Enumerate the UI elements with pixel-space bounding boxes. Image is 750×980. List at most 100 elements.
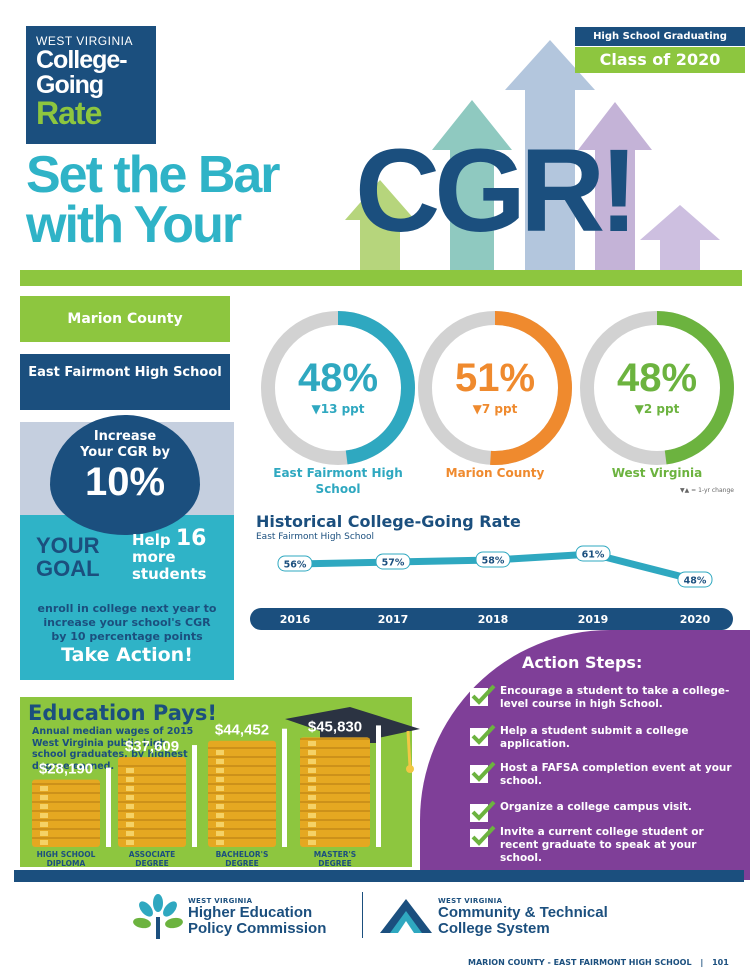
history-value-label: 58%: [482, 556, 505, 567]
help-students-text: Help 16 more students: [132, 528, 207, 583]
action-steps-title: Action Steps:: [522, 653, 643, 672]
ctcs-name: WEST VIRGINIA Community & Technical Coll…: [438, 897, 608, 937]
degree-label: DEGREE: [225, 859, 259, 868]
logo-rate: Rate: [36, 95, 102, 131]
history-tick-label: 2017: [378, 613, 409, 626]
ctcs-line1: Community & Technical: [438, 904, 608, 921]
wage-marker: [106, 767, 111, 847]
decorative-arrows: [345, 40, 720, 275]
ring-school-change: ▼13 ppt: [311, 402, 365, 416]
ring-school-gauge: [261, 311, 415, 465]
degree-label: DEGREE: [318, 859, 352, 868]
degree-label: DIPLOMA: [47, 859, 86, 868]
action-step-text: Organize a college campus visit.: [500, 801, 692, 813]
ring-arc: [418, 311, 572, 465]
ring-arc: [261, 311, 415, 465]
history-tick-label: 2016: [280, 613, 311, 626]
action-step-text: Help a student submit a college applicat…: [500, 725, 689, 750]
hepc-logo-icon: [133, 894, 183, 939]
history-point: [277, 555, 313, 572]
history-tick-label: 2018: [478, 613, 509, 626]
ring-county: 51% ▼7 ppt: [415, 308, 575, 468]
coin-stack: [32, 767, 111, 847]
history-point: [677, 571, 713, 588]
your-goal-label: YOUR GOAL: [36, 534, 100, 580]
page-label: MARION COUNTY - EAST FAIRMONT HIGH SCHOO…: [468, 958, 692, 967]
history-value-label: 57%: [382, 558, 405, 569]
education-subtitle: Annual median wages of 2015 West Virgini…: [32, 726, 194, 772]
divider-bar: [20, 270, 742, 286]
school-label: East Fairmont High School: [20, 354, 230, 410]
ring-county-name: Marion County: [445, 466, 545, 480]
goal-box: [20, 515, 234, 680]
education-title: Education Pays!: [28, 701, 217, 725]
page-footer: MARION COUNTY - EAST FAIRMONT HIGH SCHOO…: [468, 958, 729, 967]
headline: Set the Bar with Your: [26, 146, 281, 254]
hepc-line2: Policy Commission: [188, 920, 327, 937]
history-point: [375, 553, 411, 570]
coin-stack: [118, 745, 197, 847]
logo-college: College-: [36, 46, 128, 74]
check-icon: [470, 684, 496, 706]
hepc-name: WEST VIRGINIA Higher Education Policy Co…: [188, 897, 326, 937]
headline-line2: with Your: [26, 196, 242, 254]
ring-school: 48% ▼13 ppt: [258, 308, 418, 468]
ring-county-change: ▼7 ppt: [472, 402, 518, 416]
check-icon: [470, 800, 496, 822]
check-icon: [470, 761, 496, 783]
history-value-label: 56%: [284, 560, 307, 571]
cgr-logo: WEST VIRGINIA College- Going Rate: [26, 26, 156, 144]
logo-state: WEST VIRGINIA: [36, 34, 133, 48]
class-year-label: Class of 2020: [575, 47, 745, 73]
help-students: students: [132, 565, 207, 583]
ring-state-pct: 48%: [616, 356, 698, 400]
help-count: 16: [175, 526, 207, 551]
wage-marker: [376, 725, 381, 847]
history-tick-label: 2020: [680, 613, 711, 626]
enroll-text: enroll in college next year to increase …: [37, 602, 217, 643]
degree-label: HIGH SCHOOL: [37, 850, 96, 859]
ctcs-logo-icon: [380, 899, 432, 933]
increase-line1: Increase: [93, 429, 157, 444]
action-step-text: Invite a current college student or rece…: [500, 826, 704, 864]
history-tick-label: 2019: [578, 613, 609, 626]
ring-school-pct: 48%: [297, 356, 379, 400]
history-point: [575, 545, 611, 562]
history-chart: 56% 2016 57% 2017 58% 2018 61% 2019 48% 2020: [250, 545, 733, 630]
degree-label: ASSOCIATE: [129, 850, 175, 859]
page-number: 101: [712, 958, 729, 967]
history-value-label: 61%: [582, 550, 605, 561]
hepc-line1: Higher Education: [188, 904, 313, 921]
history-axis-bar: [250, 608, 733, 630]
wage-value: $28,190: [39, 761, 93, 778]
ctcs-state: WEST VIRGINIA: [438, 897, 503, 905]
wage-marker: [282, 728, 287, 847]
change-note: ▼▲ = 1-yr change: [680, 487, 734, 494]
coin-stack: [208, 728, 287, 847]
graduating-label: High School Graduating: [575, 27, 745, 46]
help-word: Help: [132, 531, 171, 549]
action-step-text: Host a FAFSA completion event at your sc…: [500, 762, 732, 787]
history-subtitle: East Fairmont High School: [256, 532, 374, 542]
coin-stack: [300, 725, 381, 847]
check-icon: [470, 825, 496, 847]
increase-circle: Increase Your CGR by 10%: [50, 415, 200, 535]
degree-label: DEGREE: [135, 859, 169, 868]
headline-cgr: CGR!: [355, 125, 639, 257]
action-step-text: Encourage a student to take a college-le…: [500, 685, 730, 710]
ring-state-change: ▼2 ppt: [634, 402, 680, 416]
ring-arc: [580, 311, 734, 465]
increase-percent: 10%: [84, 460, 166, 504]
help-more: more: [132, 548, 176, 566]
ring-state-name: West Virginia: [611, 466, 703, 480]
ring-state: 48% ▼2 ppt: [577, 308, 737, 468]
wage-value: $44,452: [215, 722, 269, 739]
degree-label: MASTER'S: [314, 850, 356, 859]
ring-county-gauge: [418, 311, 572, 465]
goal-word: GOAL: [36, 556, 100, 581]
check-icon: [470, 724, 496, 746]
increase-line2: Your CGR by: [80, 445, 170, 460]
wage-value: $45,830: [308, 718, 362, 735]
headline-line1: Set the Bar: [26, 146, 281, 204]
ring-state-gauge: [580, 311, 734, 465]
